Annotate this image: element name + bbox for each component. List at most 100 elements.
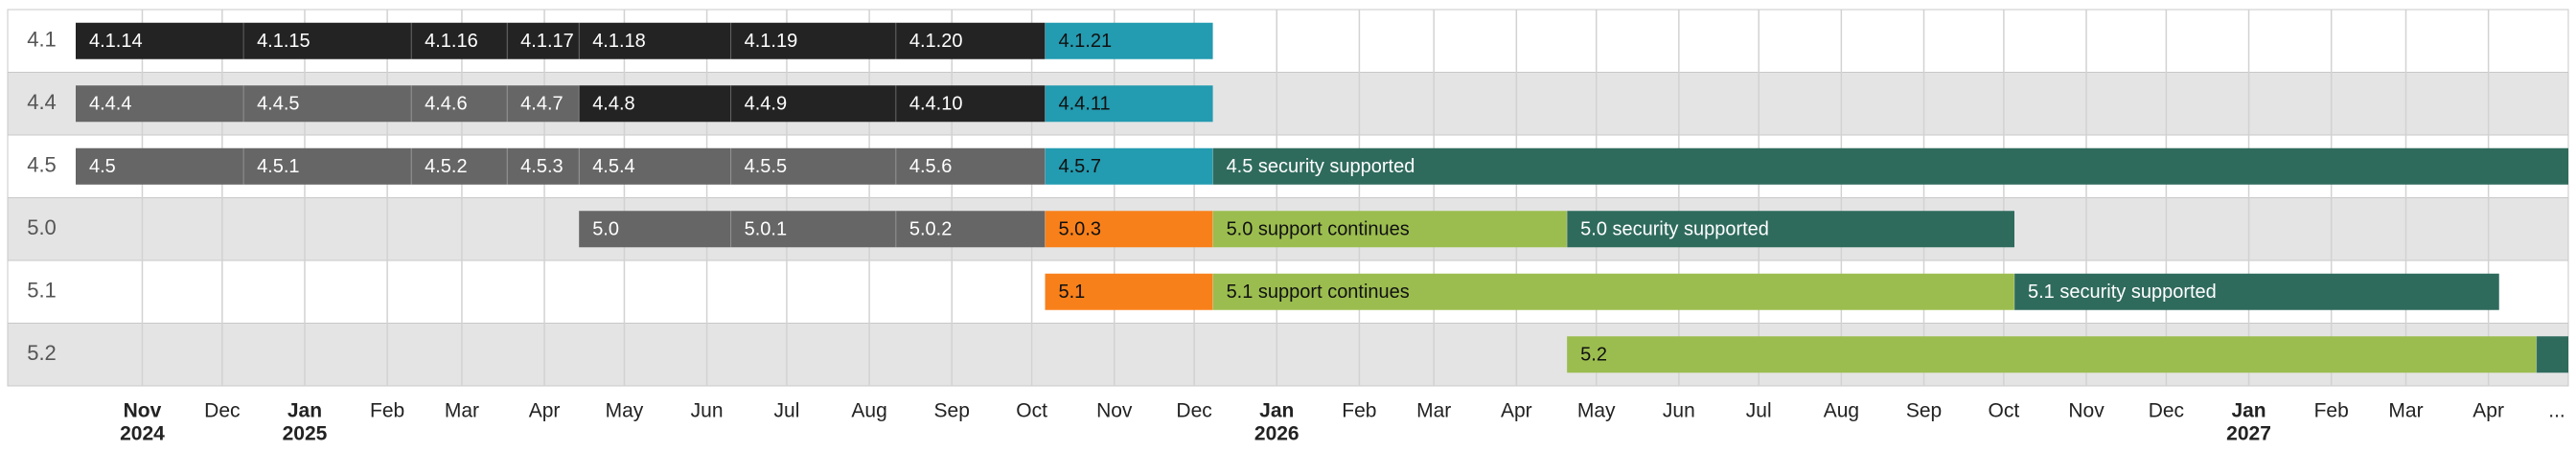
- row-label: 4.5: [27, 153, 57, 177]
- rows-background: 4.1 4.4 4.5 5.0 5.1 5.2: [7, 9, 2569, 387]
- segment-label: 4.1.17: [520, 31, 574, 52]
- segment: [76, 85, 244, 123]
- segment: [2536, 336, 2568, 373]
- x-tick-label: Dec: [2149, 400, 2184, 422]
- segment-label: 4.5.1: [257, 156, 299, 177]
- x-tick-label: May: [1577, 400, 1616, 422]
- x-tick-label: Sep: [934, 400, 970, 422]
- x-tick-year: 2027: [2226, 423, 2271, 445]
- segment-label: 5.2: [1580, 345, 1607, 366]
- grid: [141, 10, 2490, 386]
- x-tick-label: Nov: [124, 400, 162, 422]
- segment-label: 4.5 security supported: [1227, 156, 1415, 177]
- segment-label: 5.0: [592, 219, 619, 240]
- segment-label: 4.4.10: [909, 94, 963, 115]
- x-tick-label: Feb: [370, 400, 404, 422]
- segment-label: 4.1.15: [257, 31, 310, 52]
- segment: [579, 211, 731, 248]
- segment-label: 4.4.5: [257, 94, 299, 115]
- segment-label: 5.1: [1059, 282, 1086, 303]
- x-tick-year: 2024: [120, 423, 165, 445]
- segment: [411, 147, 508, 185]
- segment: [579, 85, 731, 123]
- x-tick-label: Jul: [1746, 400, 1772, 422]
- segment: [243, 85, 412, 123]
- segment: [1045, 273, 1213, 310]
- segment: [507, 147, 580, 185]
- row-label: 5.1: [27, 279, 57, 303]
- row-label: 5.0: [27, 215, 57, 239]
- segment: [1212, 211, 1568, 248]
- segment: [411, 85, 508, 123]
- row-label: 4.4: [27, 90, 57, 114]
- segment-label: 4.4.8: [592, 94, 634, 115]
- segment: [1045, 22, 1213, 59]
- row-label: 4.1: [27, 28, 57, 52]
- segment: [895, 85, 1046, 123]
- x-tick-label: Mar: [445, 400, 479, 422]
- segment-label: 5.0 security supported: [1580, 219, 1769, 240]
- x-tick-label: Feb: [1342, 400, 1376, 422]
- segment-label: 5.1 support continues: [1227, 282, 1410, 303]
- segment-label: 4.4.6: [425, 94, 467, 115]
- segment-label: 5.0.2: [909, 219, 952, 240]
- segment-label: 4.5.2: [425, 156, 467, 177]
- segment: [1567, 336, 2537, 373]
- segment: [730, 22, 896, 59]
- segment-label: 4.1.18: [592, 31, 646, 52]
- segment: [730, 211, 896, 248]
- x-tick-label: Jun: [691, 400, 724, 422]
- segment: [1212, 147, 2568, 185]
- x-tick-label: May: [606, 400, 644, 422]
- x-tick-label: Dec: [1176, 400, 1211, 422]
- x-tick-year: 2025: [283, 423, 328, 445]
- segment-label: 4.1.20: [909, 31, 963, 52]
- segment: [730, 85, 896, 123]
- segment-label: 5.0.3: [1059, 219, 1101, 240]
- segment: [1567, 211, 2014, 248]
- x-tick-label: Aug: [1824, 400, 1859, 422]
- x-tick-label: Dec: [204, 400, 240, 422]
- segment: [243, 147, 412, 185]
- segment-label: 5.1 security supported: [2028, 282, 2217, 303]
- x-tick-label: Jan: [2231, 400, 2266, 422]
- x-tick-label: Apr: [529, 400, 561, 422]
- x-tick-label: Jan: [288, 400, 322, 422]
- x-tick-label: Jul: [774, 400, 800, 422]
- segment-label: 4.5: [89, 156, 116, 177]
- segment: [76, 147, 244, 185]
- segment: [76, 22, 244, 59]
- x-tick-label: Jan: [1259, 400, 1294, 422]
- segment-label: 4.1.16: [425, 31, 478, 52]
- bars: 4.1.14 4.1.15 4.1.16 4.1.17 4.1.18 4.1.19 4.1.…: [76, 22, 2568, 373]
- x-tick-label: Mar: [2388, 400, 2423, 422]
- row-label: 5.2: [27, 341, 57, 365]
- segment-label: 5.0 support continues: [1227, 219, 1410, 240]
- segment-label: 4.1.14: [89, 31, 143, 52]
- x-tick-label: Apr: [2472, 400, 2504, 422]
- segment-label: 5.0.1: [745, 219, 787, 240]
- segment: [730, 147, 896, 185]
- x-tick-label: Oct: [1016, 400, 1047, 422]
- x-tick-label: ...: [2548, 400, 2565, 422]
- segment-label: 4.4.11: [1059, 94, 1111, 115]
- segment-label: 4.5.6: [909, 156, 952, 177]
- segment: [411, 22, 508, 59]
- segment-label: 4.1.19: [745, 31, 798, 52]
- segment-label: 4.5.4: [592, 156, 634, 177]
- x-tick-label: Aug: [851, 400, 886, 422]
- segment: [895, 22, 1046, 59]
- x-tick-label: Feb: [2314, 400, 2349, 422]
- segment: [579, 22, 731, 59]
- segment: [1045, 85, 1213, 123]
- x-tick-year: 2026: [1254, 423, 1300, 445]
- segment: [2014, 273, 2499, 310]
- segment-label: 4.1.21: [1059, 31, 1113, 52]
- segment: [895, 211, 1046, 248]
- x-tick-label: Nov: [1096, 400, 1133, 422]
- segment-label: 4.5.5: [745, 156, 787, 177]
- x-tick-label: Mar: [1416, 400, 1451, 422]
- segment-label: 4.5.3: [520, 156, 563, 177]
